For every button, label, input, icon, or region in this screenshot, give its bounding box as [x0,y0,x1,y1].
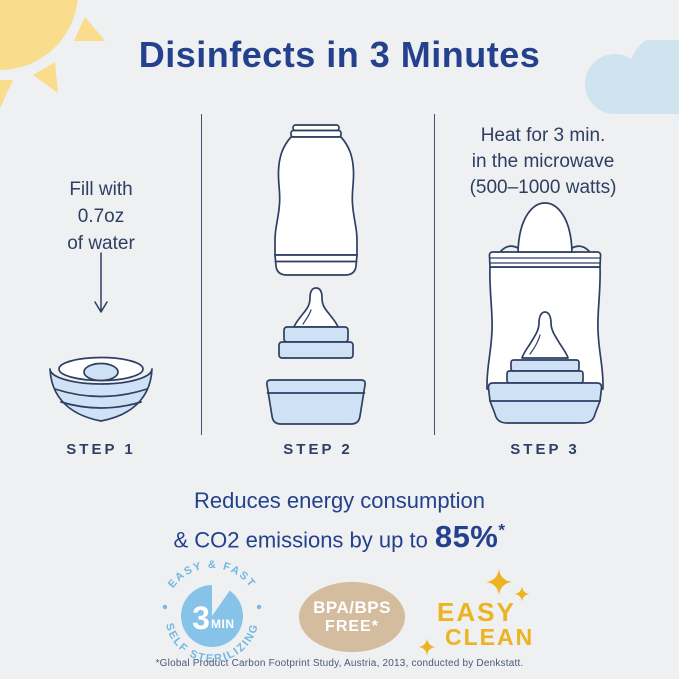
sterilizer-bowl-icon [49,356,153,422]
easy-clean-badge: EASY CLEAN [415,564,560,669]
benefit-text: Reduces energy consumption & CO2 emissio… [0,486,679,555]
sparkle-icon [486,569,512,595]
benefit-line1: Reduces energy consumption [193,488,486,513]
down-arrow-icon [94,252,108,313]
self-sterilizing-badge: EASY & FAST SELF STERILIZING 3 MIN [162,559,262,665]
page-title: Disinfects in 3 Minutes [138,34,541,75]
sparkle-icon [418,638,436,656]
badge-dot-right [256,604,262,610]
benefit-highlight: 85%* [434,519,506,555]
column-divider-right [434,114,435,435]
assembled-bottle-icon [486,202,604,424]
step3-label: STEP 3 [510,441,580,458]
column-divider-left [201,114,202,435]
bpa-free-badge: BPA/BPS FREE* [299,582,405,652]
badge-minutes-value: 3 [192,600,210,636]
easy-clean-line2: CLEAN [445,624,535,650]
cloud-icon [585,40,679,114]
sterilizer-base-icon [265,379,367,425]
bottle-body-icon [274,124,358,276]
timer-clock-icon: 3 MIN [181,584,243,647]
footnote: *Global Product Carbon Footprint Study, … [155,658,524,669]
step3-instruction: Heat for 3 min. in the microwave (500–10… [469,125,617,198]
step1-label: STEP 1 [66,441,136,458]
nipple-collar-icon [278,287,354,359]
benefit-line2: & CO2 emissions by up to 85%* [173,519,506,555]
step1-instruction: Fill with 0.7oz of water [67,179,135,254]
footnote-marker: * [498,521,506,540]
badge-dot-left [162,604,168,610]
step2-label: STEP 2 [283,441,353,458]
easy-clean-line1: EASY [437,597,516,627]
sun-icon [0,0,105,108]
badge-minutes-unit: MIN [211,617,235,631]
sparkle-icon [514,586,530,602]
